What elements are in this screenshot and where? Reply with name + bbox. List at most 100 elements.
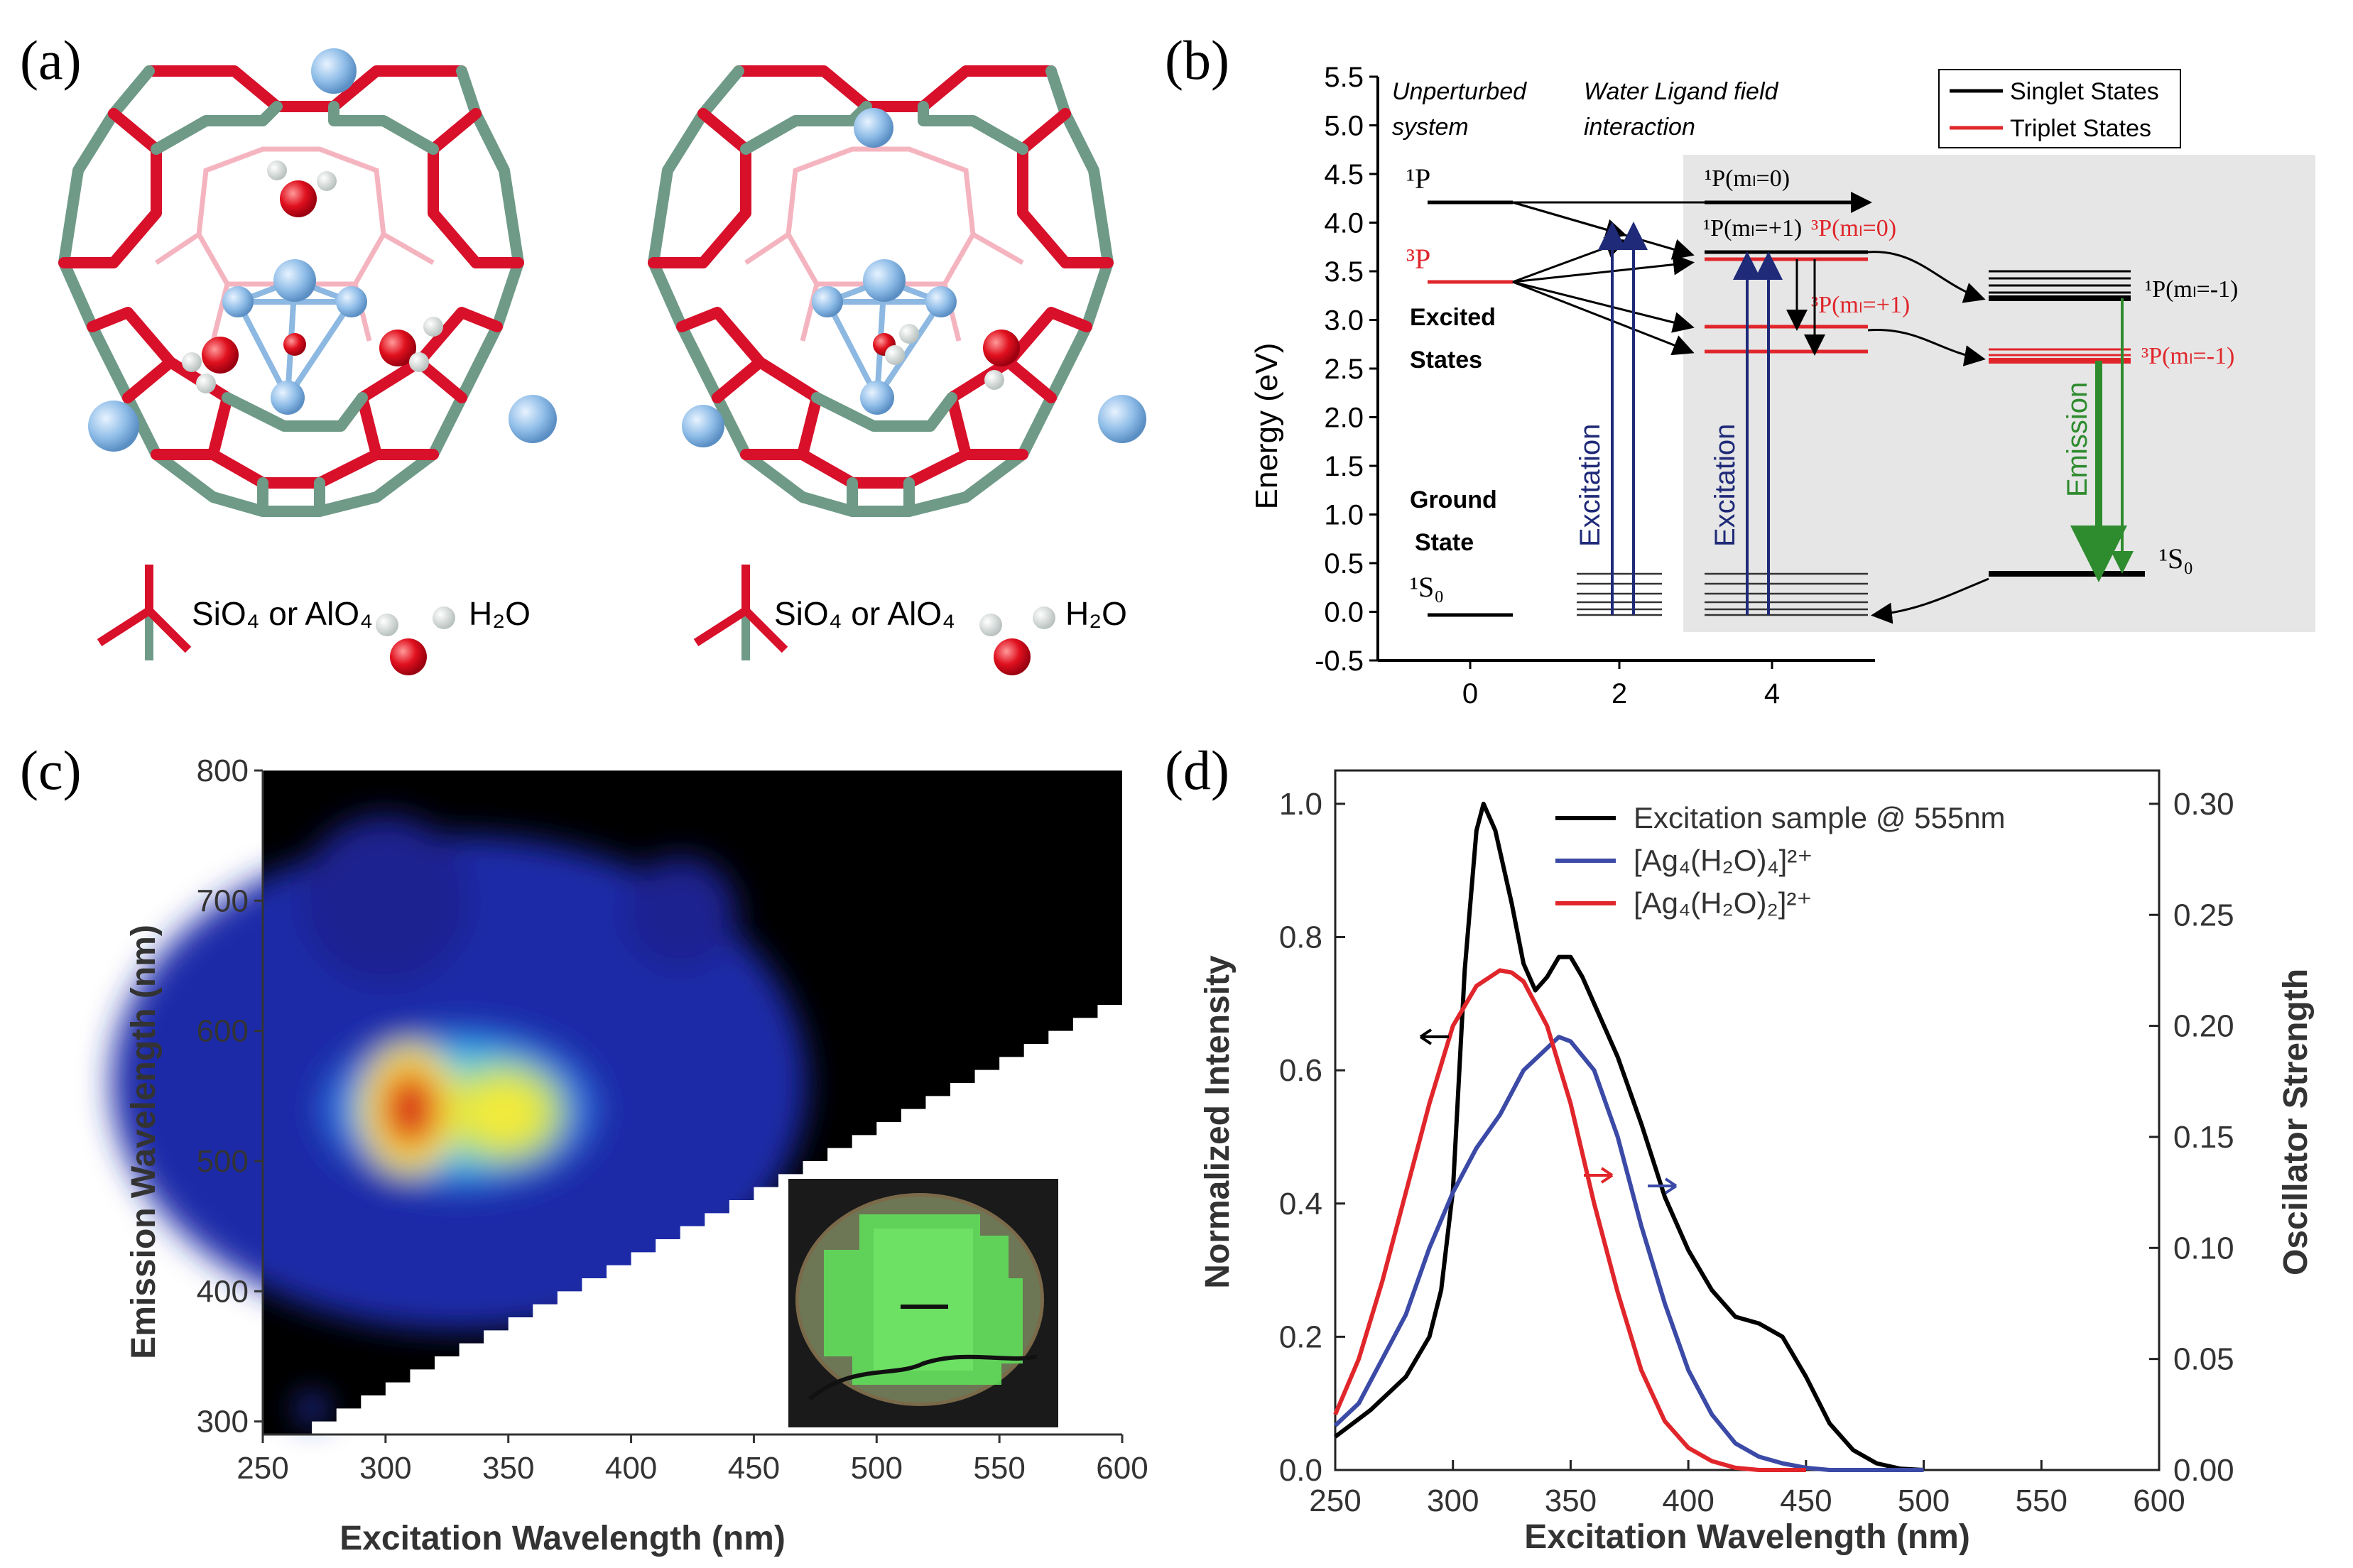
legend-singlet: Singlet States bbox=[2010, 78, 2159, 105]
header-ligand-2: interaction bbox=[1584, 114, 1695, 141]
label-1S0-right: ¹S₀ bbox=[2159, 543, 2193, 575]
header-ligand-1: Water Ligand field bbox=[1584, 78, 1779, 105]
y-tick-label-b: -0.5 bbox=[1315, 646, 1364, 677]
label-excited-1: Excited bbox=[1410, 304, 1496, 331]
x-axis-label-c: Excitation Wavelength (nm) bbox=[339, 1520, 786, 1557]
y-tick-label-b: 4.0 bbox=[1324, 208, 1364, 239]
y-tick-label-c: 500 bbox=[197, 1144, 249, 1179]
y-tick-label-c: 600 bbox=[197, 1014, 249, 1049]
x-tick-label-d: 500 bbox=[1898, 1483, 1950, 1518]
ground-band-right bbox=[1705, 572, 1868, 616]
label-excited-2: States bbox=[1410, 347, 1482, 374]
series-line-1 bbox=[1333, 1035, 1924, 1472]
y-tick-label-b: 1.0 bbox=[1324, 500, 1364, 531]
ground-band-mid bbox=[1577, 572, 1662, 616]
x-tick-label-c: 250 bbox=[237, 1451, 288, 1486]
y-tick-label-b: 5.5 bbox=[1324, 62, 1364, 93]
y-tick-label-b: 3.0 bbox=[1324, 305, 1364, 337]
y-tick-label-d-right: 0.30 bbox=[2173, 787, 2234, 822]
panel-label-b: (b) bbox=[1165, 29, 1229, 91]
y-tick-label-d-left: 0.8 bbox=[1279, 920, 1322, 955]
heatmap-peak bbox=[296, 1395, 328, 1422]
y-tick-label-b: 5.0 bbox=[1324, 111, 1364, 142]
legend-tetra-label-left: SiO₄ or AlO₄ bbox=[192, 595, 373, 632]
legend-water-icon-right bbox=[979, 606, 1055, 675]
label-excitation-1: Excitation bbox=[1575, 424, 1606, 547]
panel-b-energy-diagram: 5.5 5.0 4.5 4.0 3.5 3.0 2.5 2.0 1.5 1.0 0.5 0.0 -0.5… bbox=[1249, 62, 2315, 709]
y-tick-label-d-right: 0.15 bbox=[2173, 1120, 2234, 1155]
x-tick-label-d: 250 bbox=[1309, 1483, 1361, 1518]
y-tick-label-b: 3.5 bbox=[1324, 256, 1364, 288]
y-tick-label-c: 700 bbox=[197, 883, 249, 918]
label-1P-ml0: ¹P(mₗ=0) bbox=[1705, 165, 1790, 192]
legend-triplet: Triplet States bbox=[2010, 115, 2151, 142]
y-tick-label-b: 2.5 bbox=[1324, 354, 1364, 385]
y-tick-label-d-left: 0.2 bbox=[1279, 1319, 1322, 1354]
legend-ag4-h2o2: [Ag₄(H₂O)₂]²⁺ bbox=[1634, 886, 1813, 920]
y-axis-label-c: Emission Wavelength (nm) bbox=[125, 925, 163, 1359]
panel-a-structures: SiO₄ or AlO₄ H₂O SiO₄ or AlO₄ H₂O bbox=[0, 48, 1165, 675]
legend-water-label-left: H₂O bbox=[469, 595, 531, 632]
panel-d-spectra: 250 300 350 400 450 500 550 600 0.0 0.2 0.4 0.6 0.8 1… bbox=[1199, 769, 2315, 1556]
label-3P-ml+1: ³P(mₗ=+1) bbox=[1811, 292, 1910, 318]
series-line-0 bbox=[1334, 801, 1924, 1472]
y-tick-label-d-right: 0.20 bbox=[2173, 1009, 2234, 1044]
legend-tetra-icon-left bbox=[97, 565, 192, 660]
panel-label-c: (c) bbox=[20, 739, 82, 801]
shaded-region bbox=[1683, 155, 2315, 632]
legend-tetra-icon-right bbox=[693, 565, 788, 660]
label-3P-ml-1: ³P(mₗ=-1) bbox=[2141, 343, 2234, 369]
y-tick-label-d-right: 0.05 bbox=[2173, 1342, 2234, 1377]
y-tick-label-d-right: 0.00 bbox=[2173, 1453, 2234, 1488]
y-tick-label-c: 400 bbox=[197, 1274, 249, 1309]
x-tick-label-d: 450 bbox=[1780, 1483, 1832, 1518]
x-tick-label-d: 550 bbox=[2016, 1483, 2067, 1518]
legend-tetra-label-right: SiO₄ or AlO₄ bbox=[774, 595, 955, 632]
y-tick-label-d-left: 0.6 bbox=[1279, 1053, 1322, 1088]
y-tick-label-c: 800 bbox=[197, 753, 249, 788]
series-line-2 bbox=[1333, 968, 1806, 1472]
header-unperturbed-2: system bbox=[1392, 114, 1469, 141]
y-tick-label-d-right: 0.25 bbox=[2173, 898, 2234, 932]
panel-label-d: (d) bbox=[1165, 739, 1229, 801]
legend-excitation-sample: Excitation sample @ 555nm bbox=[1634, 801, 2006, 834]
panel-c-heatmap: 250 300 350 400 450 500 550 600 300 400 500 600 700 8… bbox=[111, 753, 1148, 1557]
heatmap-peak-core bbox=[464, 1081, 543, 1145]
header-unperturbed-1: Unperturbed bbox=[1392, 78, 1527, 105]
label-ground-1: Ground bbox=[1410, 486, 1497, 513]
x-axis-label-d: Excitation Wavelength (nm) bbox=[1524, 1518, 1970, 1556]
y-tick-label-c: 300 bbox=[197, 1405, 249, 1439]
x-tick-label-d: 400 bbox=[1662, 1483, 1714, 1518]
y-tick-label-d-left: 0.0 bbox=[1279, 1453, 1322, 1488]
label-3P: ³P bbox=[1406, 243, 1430, 275]
x-tick-label-c: 600 bbox=[1096, 1451, 1148, 1486]
label-1S0: ¹S₀ bbox=[1410, 571, 1444, 603]
x-tick-label-b: 0 bbox=[1462, 678, 1478, 709]
x-tick-label-c: 500 bbox=[851, 1451, 903, 1486]
x-tick-label-c: 300 bbox=[359, 1451, 411, 1486]
x-tick-label-d: 600 bbox=[2133, 1483, 2185, 1518]
y-tick-label-b: 0.5 bbox=[1324, 548, 1364, 579]
label-1P-ml+1: ¹P(mₗ=+1) bbox=[1703, 215, 1802, 241]
y-tick-label-d-left: 0.4 bbox=[1279, 1187, 1322, 1221]
y-tick-label-b: 4.5 bbox=[1324, 159, 1364, 190]
heatmap-peak-core bbox=[390, 1080, 430, 1138]
label-3P-ml0: ³P(mₗ=0) bbox=[1811, 215, 1896, 241]
y-tick-label-d-left: 1.0 bbox=[1279, 787, 1322, 822]
heatmap-peak bbox=[623, 856, 737, 971]
y-axis-label-d-right: Oscillator Strength bbox=[2277, 969, 2315, 1275]
label-ground-2: State bbox=[1415, 529, 1474, 556]
y-axis-label-b: Energy (eV) bbox=[1249, 343, 1284, 510]
label-1P: ¹P bbox=[1406, 163, 1430, 195]
x-tick-label-c: 550 bbox=[973, 1451, 1025, 1486]
inset-photo bbox=[788, 1179, 1058, 1427]
label-excitation-2: Excitation bbox=[1710, 424, 1741, 547]
x-tick-label-b: 2 bbox=[1612, 678, 1627, 709]
label-emission: Emission bbox=[2062, 382, 2093, 497]
x-tick-label-c: 450 bbox=[728, 1451, 780, 1486]
panel-label-a: (a) bbox=[20, 29, 82, 91]
legend-ag4-h2o4: [Ag₄(H₂O)₄]²⁺ bbox=[1634, 844, 1813, 877]
x-tick-label-c: 400 bbox=[605, 1451, 657, 1486]
x-tick-label-b: 4 bbox=[1764, 678, 1780, 709]
y-axis-label-d-left: Normalized Intensity bbox=[1199, 955, 1237, 1289]
